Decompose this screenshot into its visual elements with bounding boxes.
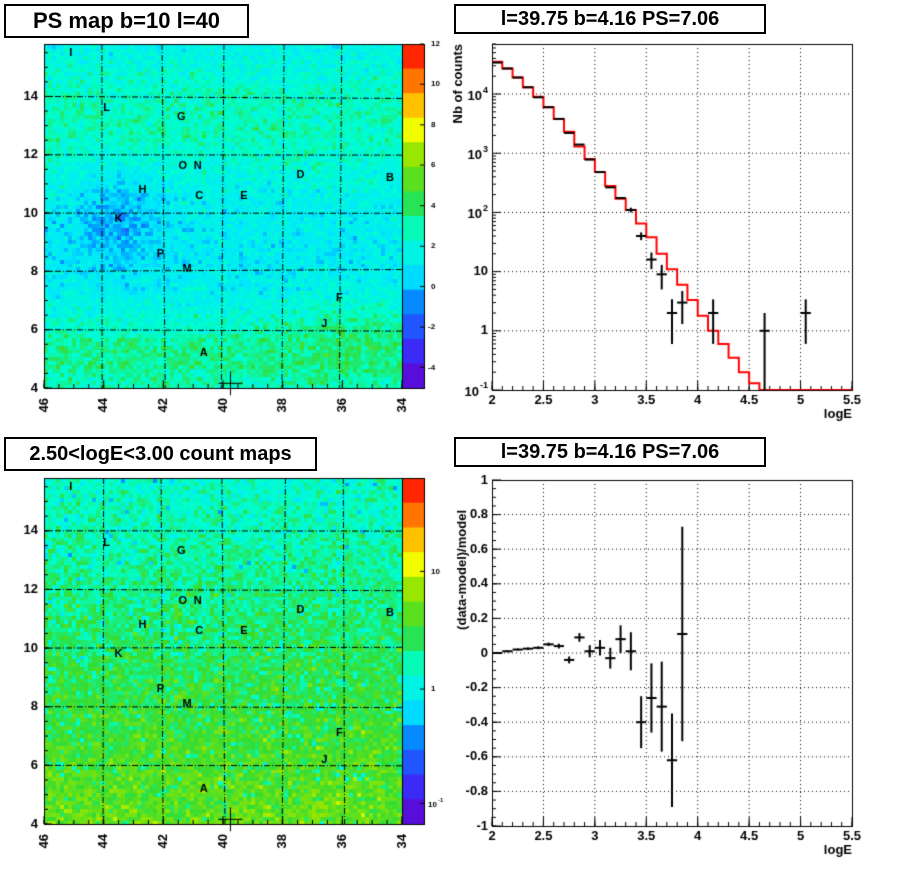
spectrum-title: l=39.75 b=4.16 PS=7.06 xyxy=(454,4,766,34)
ps-map-title: PS map b=10 l=40 xyxy=(4,4,249,38)
residual-title: l=39.75 b=4.16 PS=7.06 xyxy=(454,437,766,467)
count-map-title: 2.50<logE<3.00 count maps xyxy=(4,437,317,471)
